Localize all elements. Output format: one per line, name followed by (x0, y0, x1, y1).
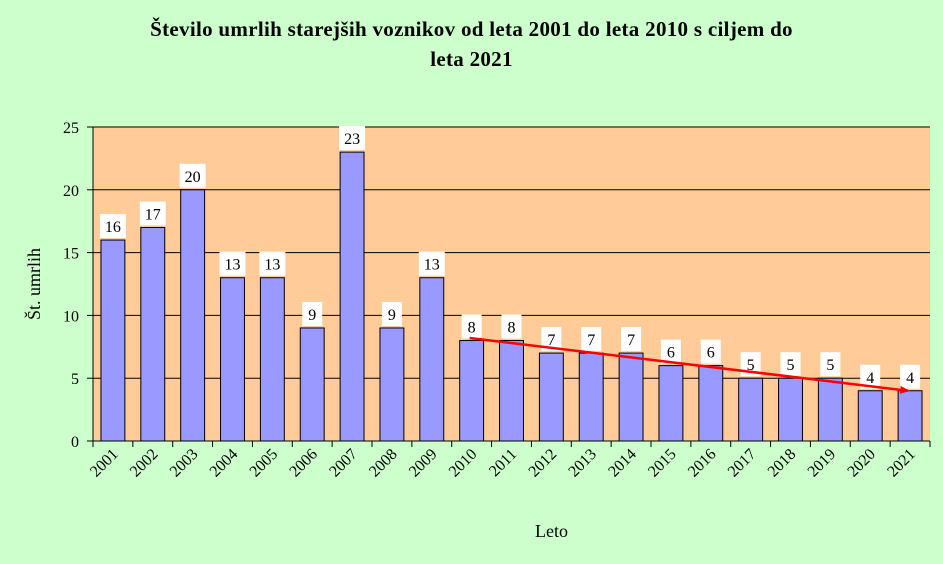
bar-2014 (618, 352, 644, 442)
chart-title: Število umrlih starejših voznikov od let… (0, 14, 943, 74)
bar-2016 (698, 365, 724, 442)
y-tick-label: 5 (71, 371, 79, 388)
data-label-box (179, 163, 206, 188)
bar-2002 (140, 226, 166, 442)
bar-2018 (778, 377, 803, 442)
x-tick-label: 2003 (167, 446, 202, 481)
data-label-box (700, 339, 721, 364)
data-label-2010: 8 (468, 320, 476, 337)
bar-2004 (220, 277, 245, 442)
data-label-2018: 5 (787, 357, 795, 374)
y-tick-label: 20 (63, 183, 79, 200)
data-label-box (820, 352, 841, 377)
data-label-box (461, 314, 482, 339)
data-label-2020: 4 (866, 370, 874, 387)
x-axis-title: Leto (535, 521, 568, 541)
data-label-2012: 7 (547, 332, 555, 349)
data-label-2017: 5 (747, 357, 755, 374)
data-label-2002: 17 (145, 206, 161, 223)
bar-2015 (658, 365, 684, 442)
x-tick-label: 2002 (127, 446, 162, 481)
data-label-box (418, 251, 445, 276)
bar-2006 (299, 327, 325, 442)
trend-arrow-line (469, 336, 911, 394)
bar-2017 (738, 377, 764, 442)
x-tick-label: 2019 (805, 446, 840, 481)
data-label-2019: 5 (826, 357, 834, 374)
x-tick-label: 2013 (565, 446, 600, 481)
data-label-2016: 6 (707, 345, 715, 362)
data-label-2021: 4 (906, 370, 914, 387)
x-tick-label: 2016 (685, 446, 720, 481)
bar-2019 (817, 377, 843, 442)
chart-title-line-2: leta 2021 (430, 47, 513, 71)
x-tick-label: 2020 (844, 446, 879, 481)
data-label-2008: 9 (388, 307, 396, 324)
data-label-2014: 7 (627, 332, 635, 349)
data-label-2007: 23 (344, 131, 360, 148)
x-tick-label: 2007 (326, 446, 361, 481)
data-label-box (581, 327, 602, 352)
x-tick-label: 2021 (884, 446, 919, 481)
x-tick-label: 2010 (446, 446, 481, 481)
bar-2007 (339, 151, 365, 442)
chart-title-line-1: Število umrlih starejših voznikov od let… (150, 17, 793, 41)
data-label-2011: 8 (508, 320, 516, 337)
bar-2009 (419, 277, 445, 442)
data-label-box (259, 251, 286, 276)
x-tick-label: 2009 (406, 446, 441, 481)
bar-2012 (538, 352, 564, 442)
data-label-2006: 9 (308, 307, 316, 324)
data-label-box (339, 126, 366, 151)
x-tick-label: 2006 (286, 446, 321, 481)
data-label-box (541, 327, 562, 352)
data-label-box (780, 352, 801, 377)
y-tick-label: 25 (63, 120, 79, 137)
bar-2008 (379, 327, 405, 442)
data-label-2013: 7 (587, 332, 595, 349)
x-tick-label: 2008 (366, 446, 401, 481)
data-label-box (302, 301, 323, 326)
data-label-2009: 13 (424, 257, 440, 274)
bar-2001 (100, 239, 126, 442)
x-tick-label: 2001 (87, 446, 122, 481)
y-tick-label: 15 (63, 246, 79, 263)
data-labels: 16 17 20 13 13 9 23 9 13 8 8 7 7 7 6 6 5 5 5 4 4 (99, 126, 921, 389)
x-tick-label: 2015 (645, 446, 680, 481)
bar-2013 (578, 352, 604, 442)
x-tick-label: 2005 (247, 446, 282, 481)
data-label-box (219, 251, 246, 276)
data-label-box (501, 314, 522, 339)
data-label-box (381, 301, 402, 326)
bar-2011 (499, 340, 524, 442)
data-label-box (621, 327, 642, 352)
y-axis-title: Št. umrlih (23, 248, 44, 320)
trend-arrow (469, 336, 911, 394)
data-label-box (99, 214, 126, 239)
data-label-2004: 13 (225, 257, 241, 274)
bar-2005 (259, 277, 285, 442)
x-tick-label: 2018 (765, 446, 800, 481)
bar-2021 (897, 390, 923, 442)
data-label-box (900, 364, 921, 389)
bar-2003 (180, 189, 206, 442)
data-label-box (660, 339, 681, 364)
x-tick-label: 2017 (725, 446, 760, 481)
y-tick-label: 10 (63, 308, 79, 325)
data-label-2003: 20 (185, 169, 201, 186)
x-tick-label: 2004 (207, 446, 242, 481)
y-tick-label: 0 (71, 434, 79, 451)
x-tick-label: 2014 (605, 446, 640, 481)
data-label-box (860, 364, 881, 389)
data-label-box (139, 201, 166, 226)
data-label-2015: 6 (667, 345, 675, 362)
x-tick-label: 2012 (526, 446, 561, 481)
bar-2020 (857, 390, 883, 442)
bar-2010 (459, 340, 485, 442)
x-tick-label: 2011 (486, 446, 520, 480)
data-label-2005: 13 (264, 257, 280, 274)
data-label-2001: 16 (105, 219, 121, 236)
